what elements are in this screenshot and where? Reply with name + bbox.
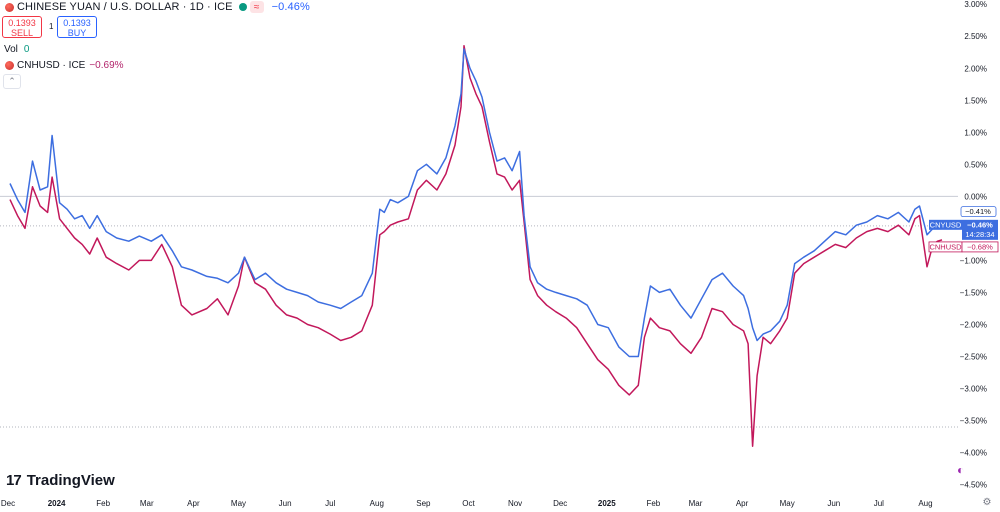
x-tick-label: Apr [187, 499, 200, 508]
x-tick-label: Feb [646, 499, 660, 508]
x-tick-label: Jul [874, 499, 884, 508]
x-tick-label: Mar [689, 499, 703, 508]
half-circle-icon[interactable]: ◐ [957, 463, 965, 477]
x-tick-label: Feb [96, 499, 110, 508]
x-tick-label: 2025 [598, 499, 616, 508]
y-tick-label: 2.50% [964, 32, 987, 41]
sell-label: SELL [10, 28, 34, 38]
market-status-icon[interactable] [238, 3, 247, 11]
cnyusd-countdown: 14:28:34 [965, 230, 994, 239]
logo-text: TradingView [26, 472, 115, 489]
wave-icon[interactable]: ≈ [249, 1, 264, 13]
x-tick-label: Apr [736, 499, 749, 508]
y-tick-label: 3.00% [964, 0, 987, 9]
cnyusd-price-box [962, 219, 998, 240]
y-tick-label: 1.50% [964, 96, 987, 105]
reference-lines [0, 195, 958, 428]
x-tick-label: Mar [140, 499, 154, 508]
sell-button[interactable]: 0.1393 SELL [2, 16, 42, 38]
compare-change: −0.69% [89, 60, 124, 71]
y-tick-label: −3.50% [960, 417, 987, 426]
x-tick-label: Jul [325, 499, 335, 508]
cnhusd-tag-label: CNHUSD [929, 242, 962, 251]
x-tick-label: Dec [1, 499, 15, 508]
compare-symbol: CNHUSD · ICE [17, 60, 86, 71]
buy-label: BUY [67, 28, 87, 38]
last-value-box [960, 206, 997, 218]
collapse-legend-icon[interactable]: ⌃ [3, 74, 21, 89]
spread-value: 1 [49, 22, 54, 31]
cnyusd-tag [929, 219, 962, 230]
x-tick-label: Oct [462, 499, 475, 508]
series-line-cnhusd [9, 45, 943, 447]
x-tick-label: May [231, 499, 246, 508]
cnhusd-price-value: −0.68% [967, 242, 993, 251]
x-axis: Dec 2024 Feb Mar Apr May Jun Jul Aug Sep Oct Nov Dec… [0, 491, 1000, 512]
x-tick-label: Sep [416, 499, 431, 508]
china-flag-icon [5, 61, 14, 70]
y-tick-label: 1.00% [964, 128, 987, 137]
x-tick-label: Aug [370, 499, 384, 508]
sell-price: 0.1393 [8, 18, 36, 28]
x-tick-label: Jun [827, 499, 840, 508]
y-tick-label: −2.00% [960, 320, 987, 329]
y-tick-label: −4.00% [960, 449, 987, 458]
settings-gear-icon[interactable]: ⚙ [982, 497, 992, 508]
last-value-text: −0.41% [965, 207, 991, 216]
symbol-title-row[interactable]: CHINESE YUAN / U.S. DOLLAR · 1D · ICE ≈ … [5, 1, 310, 13]
y-tick-label: −3.00% [960, 385, 987, 394]
y-tick-label: 2.00% [964, 64, 987, 73]
tradingview-logo[interactable]: 17 TradingView [6, 472, 115, 489]
volume-row[interactable]: Vol 0 [4, 44, 29, 55]
y-tick-label: −2.50% [960, 352, 987, 361]
series-lines [9, 45, 943, 447]
cnyusd-tag-label: CNYUSD [930, 220, 962, 229]
x-tick-label: Aug [918, 499, 932, 508]
buy-price: 0.1393 [63, 18, 91, 28]
x-tick-label: Dec [553, 499, 567, 508]
compare-symbol-row[interactable]: CNHUSD · ICE −0.69% [5, 60, 124, 71]
china-flag-icon [5, 2, 14, 12]
y-tick-label: 0.00% [964, 192, 987, 201]
y-tick-label: −1.00% [960, 256, 987, 265]
series-line-cnyusd [9, 48, 943, 358]
cnyusd-price-value: −0.46% [967, 220, 993, 229]
volume-value: 0 [23, 44, 30, 55]
symbol-change: −0.46% [271, 1, 310, 13]
buy-button[interactable]: 0.1393 BUY [57, 16, 97, 38]
x-tick-label: May [780, 499, 795, 508]
y-tick-label: −4.50% [960, 481, 987, 490]
y-tick-label: 0.50% [964, 160, 987, 169]
x-tick-label: Nov [508, 499, 522, 508]
symbol-title: CHINESE YUAN / U.S. DOLLAR · 1D · ICE [17, 1, 233, 13]
x-axis-background [0, 491, 1000, 512]
y-tick-label: −1.50% [960, 288, 987, 297]
x-tick-label: Jun [279, 499, 292, 508]
tradingview-mark-icon: 17 [6, 472, 22, 489]
volume-label: Vol [4, 44, 18, 55]
x-tick-label: 2024 [48, 499, 66, 508]
cnhusd-price-box [961, 241, 999, 253]
